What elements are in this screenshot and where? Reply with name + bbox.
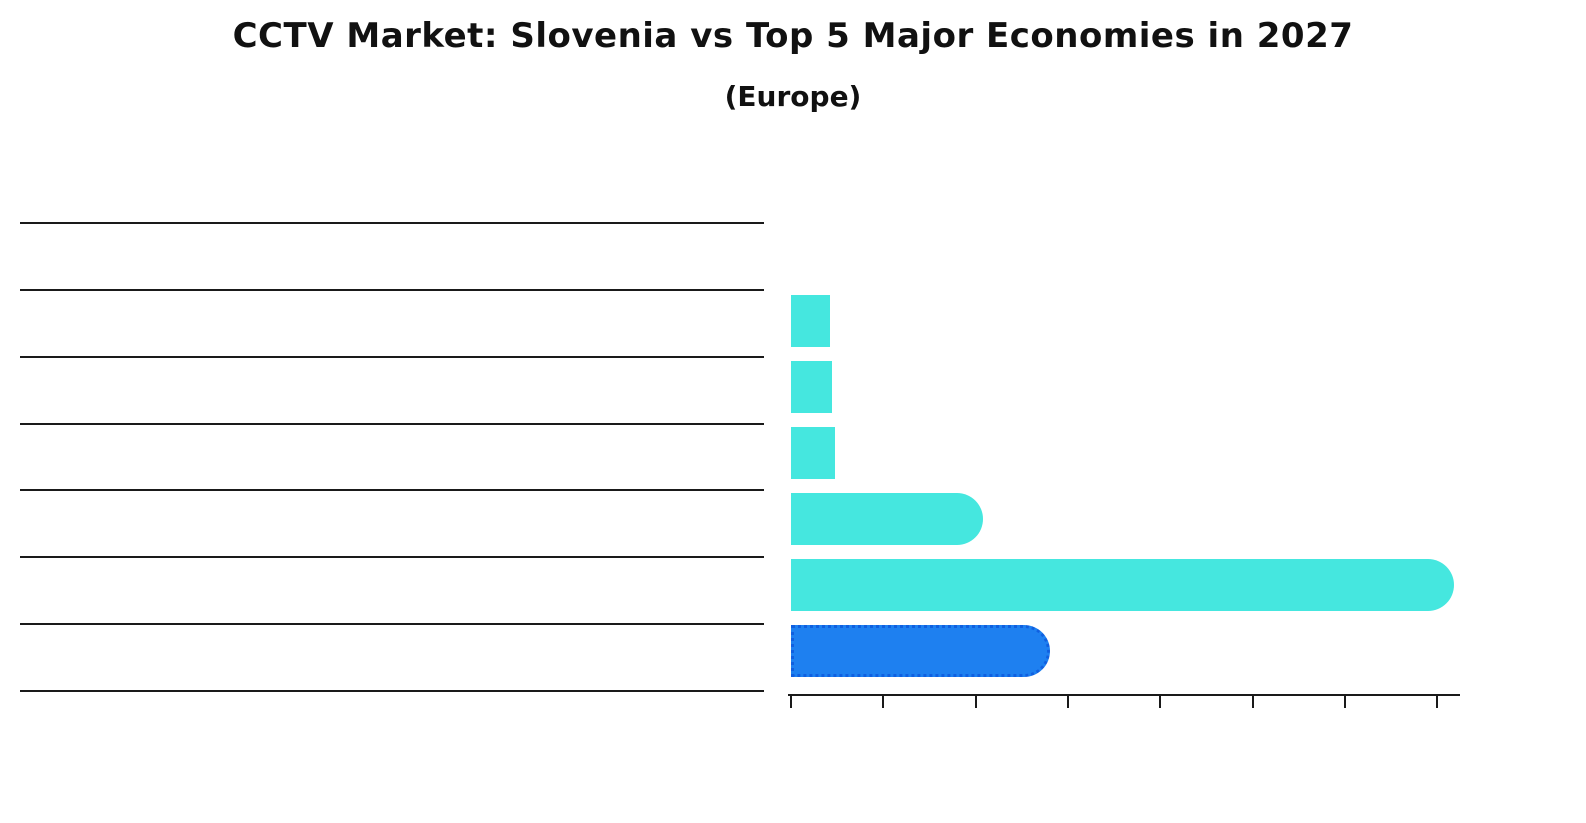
x-axis-tick: [1067, 696, 1069, 708]
bar-slovenia: [791, 625, 1050, 677]
x-axis-tick: [790, 696, 792, 708]
table-divider: [20, 489, 764, 491]
table-divider: [20, 222, 764, 224]
bar-germany: [791, 295, 830, 347]
chart-subtitle: (Europe): [724, 80, 862, 113]
x-axis-tick: [1344, 696, 1346, 708]
table-divider: [20, 556, 764, 558]
x-axis-tick: [882, 696, 884, 708]
x-axis-tick: [1252, 696, 1254, 708]
table-divider: [20, 690, 764, 692]
bar-france: [791, 427, 835, 479]
x-axis: [788, 694, 1460, 696]
bar-italy: [791, 493, 983, 545]
x-axis-tick: [975, 696, 977, 708]
chart-title: CCTV Market: Slovenia vs Top 5 Major Eco…: [232, 16, 1354, 56]
x-axis-tick: [1436, 696, 1438, 708]
table-divider: [20, 423, 764, 425]
bar-united-kingdom: [791, 361, 832, 413]
table-divider: [20, 623, 764, 625]
table-divider: [20, 289, 764, 291]
bar-russia: [791, 559, 1454, 611]
x-axis-tick: [1159, 696, 1161, 708]
table-divider: [20, 356, 764, 358]
